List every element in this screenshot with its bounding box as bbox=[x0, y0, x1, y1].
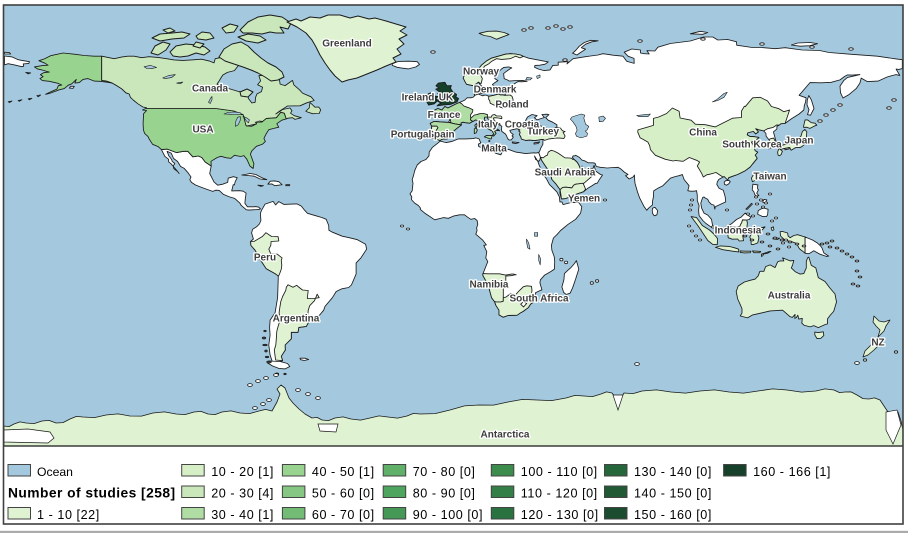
svg-text:80 - 90 [0]: 80 - 90 [0] bbox=[413, 487, 476, 501]
svg-text:Turkey: Turkey bbox=[527, 127, 559, 138]
svg-text:Poland: Poland bbox=[495, 100, 528, 111]
svg-text:120 - 130 [0]: 120 - 130 [0] bbox=[521, 508, 599, 522]
svg-text:China: China bbox=[689, 128, 717, 139]
svg-text:Spain: Spain bbox=[427, 130, 454, 141]
svg-text:South Africa: South Africa bbox=[509, 294, 569, 305]
svg-text:140 - 150 [0]: 140 - 150 [0] bbox=[634, 487, 712, 501]
svg-text:Ireland: Ireland bbox=[402, 93, 435, 104]
svg-text:160 - 166 [1]: 160 - 166 [1] bbox=[753, 465, 831, 479]
svg-text:40 - 50 [1]: 40 - 50 [1] bbox=[312, 465, 375, 479]
svg-text:Canada: Canada bbox=[192, 84, 229, 95]
svg-text:Number of studies [258]: Number of studies [258] bbox=[8, 486, 176, 501]
svg-text:France: France bbox=[428, 110, 461, 121]
svg-text:Australia: Australia bbox=[768, 291, 811, 302]
svg-text:Japan: Japan bbox=[785, 136, 814, 147]
svg-text:Malta: Malta bbox=[481, 144, 507, 155]
svg-text:South Korea: South Korea bbox=[722, 140, 782, 151]
svg-text:NZ: NZ bbox=[871, 338, 884, 349]
svg-text:30 - 40 [1]: 30 - 40 [1] bbox=[211, 508, 274, 522]
svg-text:100 - 110 [0]: 100 - 110 [0] bbox=[521, 465, 598, 479]
svg-text:130 - 140 [0]: 130 - 140 [0] bbox=[634, 465, 712, 479]
svg-text:Peru: Peru bbox=[254, 253, 276, 264]
svg-text:1 - 10 [22]: 1 - 10 [22] bbox=[37, 508, 100, 522]
svg-text:10 - 20 [1]: 10 - 20 [1] bbox=[211, 465, 274, 479]
svg-text:60 - 70 [0]: 60 - 70 [0] bbox=[312, 508, 375, 522]
svg-text:USA: USA bbox=[192, 125, 213, 136]
svg-text:20 - 30 [4]: 20 - 30 [4] bbox=[211, 487, 274, 501]
svg-text:Namibia: Namibia bbox=[470, 280, 509, 291]
svg-text:UK: UK bbox=[439, 93, 454, 104]
svg-text:70 - 80 [0]: 70 - 80 [0] bbox=[413, 465, 476, 479]
svg-text:Yemen: Yemen bbox=[568, 194, 600, 205]
svg-text:Denmark: Denmark bbox=[474, 85, 517, 96]
svg-text:Croatia: Croatia bbox=[505, 120, 540, 131]
svg-text:110 - 120 [0]: 110 - 120 [0] bbox=[521, 487, 598, 501]
svg-text:90 - 100 [0]: 90 - 100 [0] bbox=[413, 508, 483, 522]
svg-text:Argentina: Argentina bbox=[273, 314, 320, 325]
svg-text:Norway: Norway bbox=[463, 67, 500, 78]
svg-text:Italy: Italy bbox=[478, 120, 498, 131]
svg-text:Taiwan: Taiwan bbox=[753, 172, 786, 183]
svg-text:50 - 60 [0]: 50 - 60 [0] bbox=[312, 487, 375, 501]
svg-text:Saudi Arabia: Saudi Arabia bbox=[535, 168, 596, 179]
svg-text:150 - 160 [0]: 150 - 160 [0] bbox=[634, 508, 712, 522]
svg-text:Portugal: Portugal bbox=[391, 130, 432, 141]
svg-text:Indonesia: Indonesia bbox=[715, 226, 762, 237]
svg-text:Greenland: Greenland bbox=[322, 39, 371, 50]
svg-text:Antarctica: Antarctica bbox=[481, 430, 530, 441]
svg-text:Ocean: Ocean bbox=[37, 465, 73, 479]
